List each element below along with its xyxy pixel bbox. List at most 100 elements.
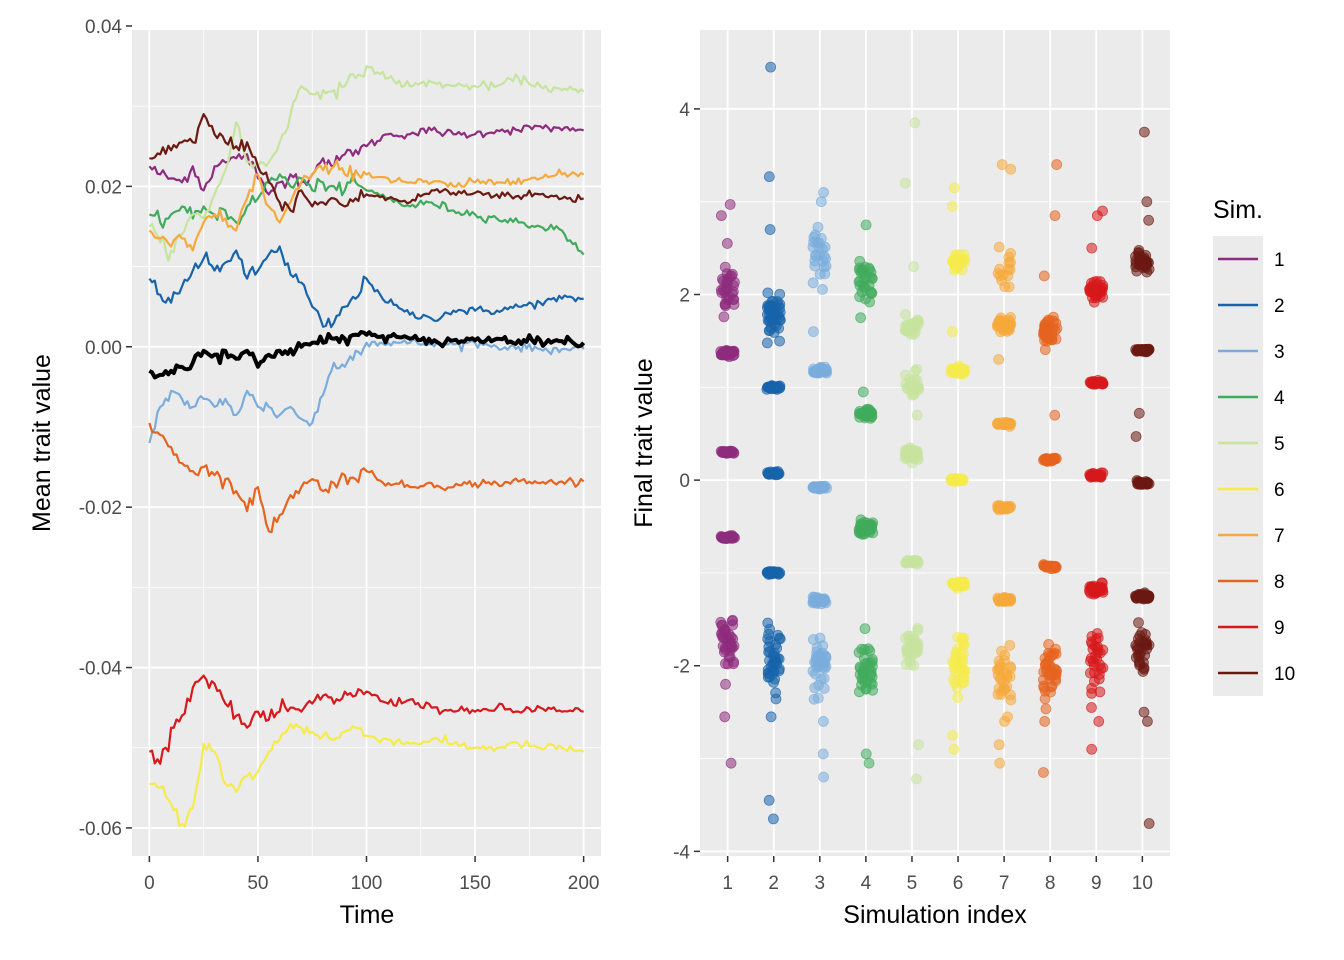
legend-label: 2 [1274,296,1285,317]
scatter-point [993,354,1005,365]
scatter-point [762,633,774,645]
scatter-point [1140,635,1152,646]
x-tick-label: 7 [999,873,1010,894]
scatter-point [859,528,870,540]
scatter-point [765,711,777,723]
scatter-chart-plot-background [700,30,1170,856]
scatter-point [947,577,959,589]
scatter-point [856,286,868,298]
scatter-point [762,566,773,578]
scatter-point [807,634,819,645]
x-tick-label: 1 [722,873,733,894]
scatter-point [1042,561,1054,572]
scatter-point [1049,409,1061,421]
scatter-point [946,475,958,487]
scatter-point [952,692,964,703]
legend-item-sim-8: 8 [1218,572,1285,593]
scatter-point [1097,279,1109,291]
scatter-point [860,748,872,760]
scatter-point [1038,682,1050,694]
scatter-chart-series-group [715,61,1155,829]
x-tick-label: 9 [1091,873,1102,894]
scatter-point [863,663,875,675]
scatter-point [1141,196,1153,208]
y-tick-label: -0.04 [79,659,123,680]
scatter-point [1138,706,1150,718]
scatter-point [1095,663,1107,675]
legend-title: Sim. [1213,196,1263,224]
line-chart-y-axis-title: Mean trait value [28,354,56,532]
legend-label: 7 [1274,526,1285,547]
scatter-point [951,367,963,378]
line-chart-series-group [148,64,586,828]
scatter-point [913,739,924,751]
legend-item-sim-3: 3 [1218,342,1285,363]
scatter-point [948,182,960,194]
scatter-point [899,177,911,189]
legend-label: 4 [1274,388,1285,409]
scatter-point [1133,407,1145,419]
legend-label: 5 [1274,434,1285,455]
x-tick-label: 8 [1045,873,1056,894]
scatter-point [1134,255,1146,267]
series-line-sim-10 [149,113,584,214]
y-tick-label: 0.00 [85,338,122,359]
scatter-series-sim-10 [1130,126,1155,829]
scatter-point [900,449,912,461]
scatter-point [855,267,867,278]
scatter-point [1004,639,1016,651]
scatter-point [996,645,1007,657]
scatter-point [718,625,730,637]
scatter-point [763,325,775,337]
scatter-point [1043,638,1055,650]
legend-item-sim-9: 9 [1218,618,1285,639]
scatter-point [728,531,739,543]
scatter-point [1049,210,1061,222]
scatter-point [904,654,916,666]
legend-label: 6 [1274,480,1285,501]
scatter-series-sim-3 [807,187,833,783]
scatter-chart-y-axis-title: Final trait value [630,358,658,528]
scatter-point [860,683,872,695]
scatter-point [1051,665,1062,677]
scatter-series-sim-6 [945,182,971,755]
scatter-point [1086,702,1097,713]
scatter-point [771,642,783,654]
scatter-point [770,693,782,705]
scatter-point [1085,652,1097,664]
scatter-point [717,447,729,458]
scatter-point [1004,661,1016,672]
scatter-series-sim-5 [899,117,925,785]
scatter-point [719,286,731,298]
x-tick-label: 100 [351,873,383,894]
y-tick-label: -0.02 [79,498,122,519]
scatter-point [815,196,827,208]
scatter-point [817,640,829,652]
scatter-point [1005,248,1016,259]
scatter-point [728,299,740,310]
scatter-point [947,729,958,741]
x-tick-label: 50 [247,873,268,894]
scatter-point [725,641,737,653]
scatter-point [809,682,821,694]
scatter-point [1001,500,1013,512]
scatter-point [809,668,821,680]
scatter-point [819,268,831,280]
series-line-sim-1 [148,124,584,196]
scatter-point [728,447,740,458]
legend-label: 3 [1274,342,1285,363]
scatter-point [910,643,922,655]
scatter-point [993,739,1005,751]
scatter-point [774,314,786,326]
scatter-point [999,316,1011,328]
scatter-point [1038,767,1049,778]
scatter-point [1141,716,1153,727]
scatter-point [763,794,775,806]
y-tick-label: 0.04 [85,17,122,38]
scatter-series-sim-8 [1037,159,1063,778]
legend: Sim. 1 2 3 4 5 6 7 8 9 10 [1213,196,1295,696]
scatter-point [721,238,733,249]
scatter-point [959,665,971,677]
scatter-point [719,261,731,273]
scatter-point [957,475,968,487]
